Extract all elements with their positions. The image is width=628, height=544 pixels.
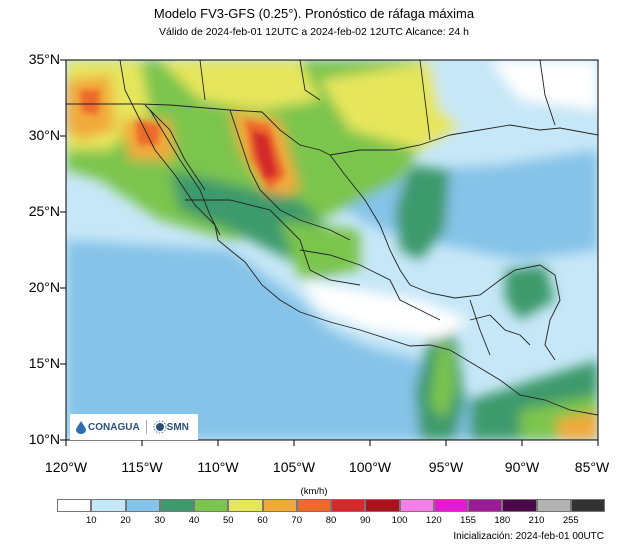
lat-label-25: 25°N — [28, 203, 60, 219]
conagua-logo: CONAGUA — [74, 420, 140, 434]
colorbar-cell — [433, 499, 468, 512]
colorbar-tick-label: 100 — [391, 515, 408, 526]
colorbar-cell — [57, 499, 92, 512]
map-field — [66, 60, 598, 440]
colorbar-cell — [228, 499, 263, 512]
lon-label-120: 120°W — [44, 459, 88, 475]
colorbar-cell — [331, 499, 366, 512]
colorbar-tick-label: 155 — [460, 515, 476, 526]
colorbar-tick-label: 70 — [291, 515, 303, 526]
colorbar-cell — [91, 499, 126, 512]
coastlines — [66, 60, 598, 416]
colorbar-tick-label: 50 — [222, 515, 234, 526]
colorbar-cell — [536, 499, 571, 512]
colorbar-cell — [262, 499, 297, 512]
lat-label-10: 10°N — [28, 431, 60, 447]
colorbar-tick-label: 20 — [120, 515, 131, 526]
colorbar-tick-label: 180 — [494, 515, 511, 526]
water-drop-icon — [76, 421, 86, 434]
map-title: Modelo FV3-GFS (0.25°). Pronóstico de rá… — [153, 6, 475, 21]
lon-label-90: 90°W — [504, 459, 540, 475]
colorbar-cell — [296, 499, 331, 512]
colorbar-cell — [159, 499, 194, 512]
colorbar-tick-label: 210 — [528, 515, 545, 526]
lon-label-115: 115°W — [121, 459, 163, 475]
init-time: Inicialización: 2024-feb-01 00UTC — [453, 531, 604, 542]
map-frame — [65, 59, 599, 441]
colorbar-tick-label: 255 — [562, 515, 579, 526]
colorbar-tick-label: 10 — [85, 515, 97, 526]
lon-label-105: 105°W — [272, 459, 316, 475]
colorbar-cell — [502, 499, 537, 512]
colorbar-tick-label: 40 — [188, 515, 200, 526]
colorbar-cell — [468, 499, 503, 512]
smn-logo: SMN — [145, 420, 189, 434]
colorbar-cell — [365, 499, 400, 512]
map-subtitle: Válido de 2024-feb-01 12UTC a 2024-feb-0… — [159, 26, 469, 38]
axis-ticks — [60, 59, 599, 446]
sun-icon — [153, 420, 167, 434]
colorbar-cell — [194, 499, 229, 512]
colorbar-tick-label: 30 — [154, 515, 166, 526]
lon-label-110: 110°W — [197, 459, 239, 475]
colorbar — [57, 499, 605, 512]
lat-label-35: 35°N — [28, 51, 60, 67]
colorbar-tick-label: 90 — [359, 515, 371, 526]
colorbar-cell — [125, 499, 160, 512]
colorbar-tick-label: 120 — [425, 515, 442, 526]
colorbar-cell — [570, 499, 605, 512]
conagua-text: CONAGUA — [88, 421, 140, 433]
lat-label-30: 30°N — [28, 127, 60, 143]
lon-label-85: 85°W — [574, 459, 610, 475]
lon-label-100: 100°W — [348, 459, 392, 475]
lon-label-95: 95°W — [428, 459, 464, 475]
colorbar-tick-label: 80 — [325, 515, 337, 526]
colorbar-unit: (km/h) — [300, 486, 328, 497]
colorbar-cell — [399, 499, 434, 512]
logos-box: CONAGUA SMN — [70, 414, 198, 440]
lat-label-15: 15°N — [28, 355, 60, 371]
lat-label-20: 20°N — [28, 279, 60, 295]
colorbar-tick-label: 60 — [257, 515, 268, 526]
smn-text: SMN — [166, 421, 189, 433]
